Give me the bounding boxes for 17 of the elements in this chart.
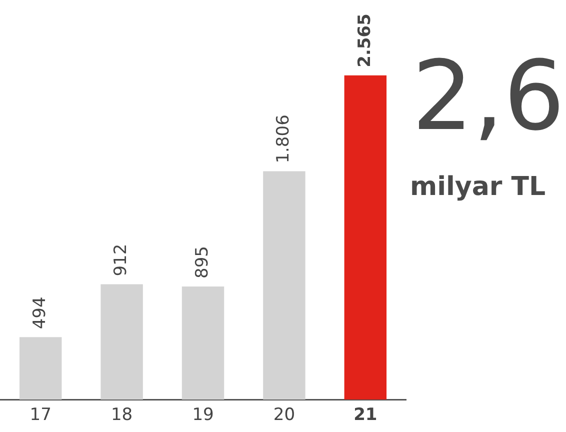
data-label: 895 <box>192 246 212 278</box>
x-tick-label: 18 <box>110 405 133 426</box>
text: 2,6 <box>412 40 565 152</box>
bar <box>19 337 62 400</box>
x-tick-label: 21 <box>354 405 378 426</box>
bar <box>100 284 143 400</box>
bar <box>263 171 306 400</box>
data-label: 494 <box>30 296 50 330</box>
x-tick-label: 20 <box>273 405 296 426</box>
data-label: 912 <box>111 244 132 276</box>
text: milyar TL <box>410 172 546 202</box>
data-label: 1.806 <box>274 114 294 164</box>
bar <box>344 75 387 400</box>
x-tick-label: 19 <box>192 405 214 426</box>
data-label: 2.565 <box>354 14 375 68</box>
x-tick-label: 17 <box>30 405 52 426</box>
bar <box>182 286 224 400</box>
